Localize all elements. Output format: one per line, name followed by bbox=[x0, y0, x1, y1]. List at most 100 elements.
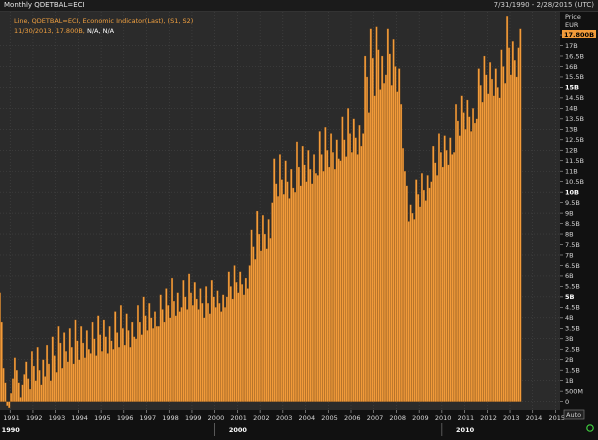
bar bbox=[66, 361, 69, 402]
x-tick-label: 2013 bbox=[503, 414, 520, 422]
bar bbox=[284, 160, 287, 402]
auto-scale-button[interactable] bbox=[563, 409, 585, 420]
bar bbox=[500, 49, 503, 402]
bar bbox=[6, 401, 9, 406]
bar bbox=[250, 229, 253, 402]
bar bbox=[169, 317, 172, 402]
bar bbox=[504, 83, 507, 402]
bar bbox=[241, 284, 244, 402]
bar bbox=[314, 173, 317, 402]
chart-canvas[interactable]: 0 500M 1B 1.5B 2B 2.5B 3B 3.5B 4B 4.5B 5B 5.5B 6B 6.5… bbox=[0, 12, 598, 440]
bar bbox=[0, 321, 3, 402]
bar bbox=[53, 355, 56, 402]
y-tick-label: 11B bbox=[565, 168, 578, 176]
bar bbox=[51, 336, 54, 402]
last-value-box bbox=[562, 30, 596, 38]
bar bbox=[307, 150, 310, 402]
bar bbox=[381, 55, 384, 402]
bar bbox=[339, 160, 342, 402]
bar bbox=[163, 321, 166, 402]
bar bbox=[216, 290, 219, 402]
bar bbox=[386, 28, 389, 402]
bar bbox=[47, 363, 51, 402]
bar bbox=[426, 175, 429, 402]
bar bbox=[218, 303, 221, 402]
bar bbox=[515, 76, 518, 402]
bar bbox=[318, 131, 321, 402]
x-tick-label: 2010 bbox=[435, 414, 452, 422]
bar bbox=[201, 303, 204, 402]
y-tick-label: 4.5B bbox=[565, 304, 580, 312]
y-tick-label: 12.5B bbox=[565, 136, 584, 144]
decade-label: 1990 bbox=[2, 426, 21, 434]
y-tick-label: 6B bbox=[565, 272, 574, 280]
y-tick-label: 2B bbox=[565, 356, 574, 364]
price-header: Price bbox=[565, 13, 581, 21]
bar bbox=[0, 292, 1, 402]
x-tick-label: 1994 bbox=[71, 414, 88, 422]
bar bbox=[242, 294, 246, 402]
bar bbox=[496, 87, 499, 402]
bar bbox=[292, 187, 295, 402]
bar bbox=[161, 309, 164, 402]
date-range-label: 7/31/1990 - 2/28/2015 (UTC) bbox=[493, 1, 594, 9]
bar bbox=[328, 166, 331, 402]
bar bbox=[390, 85, 393, 402]
bar bbox=[316, 175, 319, 402]
bar bbox=[32, 365, 35, 402]
legend-value-line: 11/30/2013, 17.800B, N/A, N/A bbox=[14, 27, 115, 35]
bar bbox=[447, 164, 450, 402]
bar bbox=[275, 183, 278, 402]
bar bbox=[367, 112, 370, 402]
bar bbox=[326, 150, 329, 402]
y-tick-label: 15B bbox=[565, 84, 579, 92]
bar bbox=[324, 127, 327, 402]
y-tick-label: 15.5B bbox=[565, 73, 584, 81]
bar bbox=[100, 351, 104, 402]
bar bbox=[40, 384, 43, 402]
bar bbox=[63, 332, 66, 402]
bar bbox=[102, 319, 105, 402]
bar bbox=[286, 181, 289, 402]
bar bbox=[294, 192, 297, 402]
bar bbox=[206, 303, 210, 402]
bar bbox=[297, 166, 300, 402]
bar bbox=[208, 313, 211, 402]
bar bbox=[492, 95, 495, 402]
bar bbox=[498, 97, 501, 402]
bar bbox=[184, 296, 187, 402]
bar bbox=[258, 233, 261, 402]
price-axis-ticks: 0 500M 1B 1.5B 2B 2.5B 3B 3.5B 4B 4.5B 5B 5.5B 6B 6.5… bbox=[560, 31, 584, 406]
bar bbox=[191, 305, 194, 402]
bar bbox=[506, 16, 509, 402]
bar bbox=[301, 145, 304, 402]
bar bbox=[475, 118, 478, 402]
bar bbox=[371, 57, 374, 402]
bar bbox=[261, 215, 264, 402]
decade-label: 2010 bbox=[456, 426, 475, 434]
legend-value: 11/30/2013, 17.800B, bbox=[14, 27, 85, 35]
x-tick-label: 2003 bbox=[276, 414, 293, 422]
bar bbox=[167, 305, 170, 402]
legend-na: N/A, N/A bbox=[87, 27, 115, 35]
bar bbox=[335, 139, 338, 402]
bar bbox=[509, 74, 512, 402]
bar bbox=[502, 66, 505, 402]
bar bbox=[165, 288, 168, 402]
bar bbox=[483, 55, 486, 402]
bar bbox=[85, 330, 88, 402]
bar bbox=[142, 296, 145, 402]
bar bbox=[2, 367, 5, 402]
bar bbox=[136, 305, 139, 402]
x-tick-label: 2012 bbox=[480, 414, 497, 422]
time-axis-panel bbox=[0, 410, 598, 440]
x-tick-label: 1996 bbox=[117, 414, 134, 422]
bar bbox=[133, 336, 136, 402]
bar bbox=[517, 47, 520, 402]
bar bbox=[403, 171, 406, 402]
y-tick-label: 0 bbox=[565, 398, 569, 406]
bar bbox=[153, 311, 157, 402]
auto-scale-button-label: Auto bbox=[566, 411, 581, 419]
bar bbox=[445, 150, 448, 402]
bar bbox=[466, 99, 469, 402]
